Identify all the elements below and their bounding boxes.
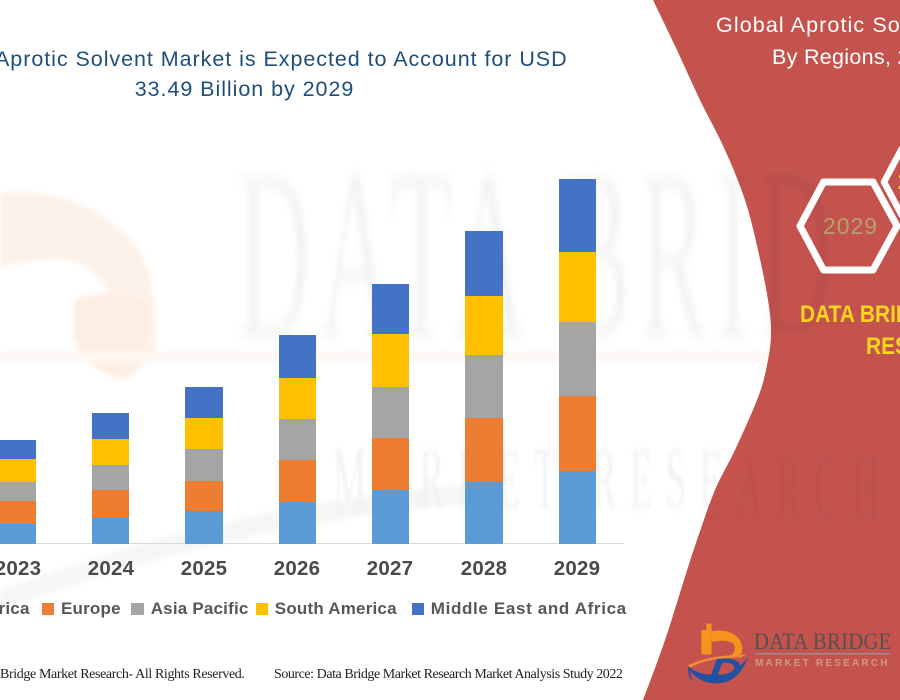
svg-text:DATA BRID: DATA BRID [237, 119, 840, 388]
svg-text:MARKET RESEARCH: MARKET RESEARCH [333, 439, 892, 537]
